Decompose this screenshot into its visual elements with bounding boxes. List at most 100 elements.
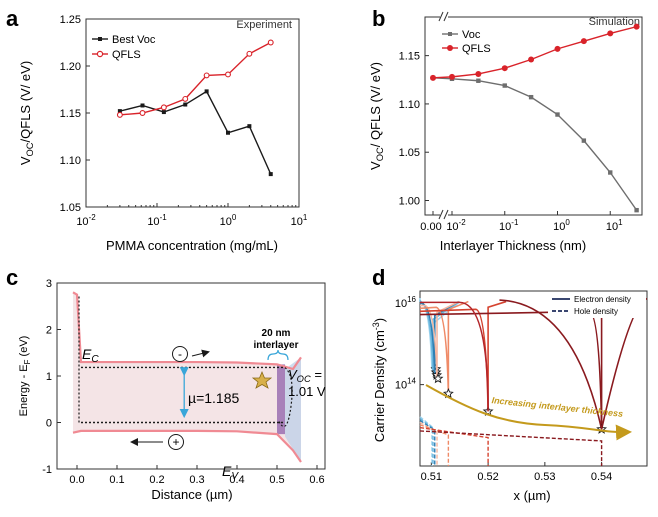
electron-sign: - (178, 347, 182, 361)
x-tick-b-label: 10-2 (446, 218, 466, 233)
conduction-band-edge (72, 291, 302, 371)
series-b-point (476, 78, 481, 83)
series-b-point (475, 70, 482, 77)
contact-region (285, 357, 301, 463)
axis-break-mark-top-2 (443, 11, 449, 22)
hole-sign: + (172, 435, 179, 449)
ec-label: EC (82, 346, 99, 365)
electron-symbol (172, 346, 188, 362)
panel-letter-b: b (372, 6, 385, 31)
series-b-point (449, 73, 455, 80)
hole-density-curve (419, 426, 489, 466)
series-a (116, 39, 274, 177)
trend-arrow (425, 384, 632, 441)
x-axis-label-b: Interlayer Thickness (nm) (440, 238, 586, 253)
legend-a: Best Voc QFLS (92, 34, 156, 61)
series-b-point (555, 112, 560, 117)
panel-letter-c: c (6, 265, 18, 290)
hole-density-curve (419, 424, 450, 466)
x-tick-b-label: 0.00 (420, 221, 441, 233)
x-tick-c-label: 0.5 (269, 474, 284, 486)
x-tick-c-label: 0.3 (189, 474, 204, 486)
series-b-point (634, 207, 639, 213)
series-a-point (204, 89, 209, 94)
series-a-point (246, 50, 253, 57)
y-tick-d-label: 1014 (395, 377, 417, 392)
density-curves (419, 297, 648, 466)
electron-density-right (487, 300, 507, 412)
panel-letter-a: a (6, 6, 19, 31)
hole-density-curve (419, 430, 603, 466)
ev-label: EV (222, 463, 239, 482)
y-tick-a-label: 1.05 (60, 202, 81, 214)
x-tick-c-label: 0.0 (69, 474, 84, 486)
voc-label: VOC = (288, 367, 322, 384)
y-tick-c-label: 1 (46, 371, 52, 383)
qfl-bend (278, 367, 293, 427)
series-b-point (501, 65, 508, 72)
axis-break-gap-bottom (440, 211, 448, 219)
series-a-line (119, 90, 272, 175)
interlayer-word-label: interlayer (253, 340, 298, 351)
x-tick-d-label: 0.54 (591, 471, 612, 483)
hole-symbol (168, 434, 184, 450)
y-tick-c-label: -1 (42, 464, 52, 476)
trend-annotation: Increasing interlayer thickness (491, 395, 623, 419)
band-diagram (72, 291, 302, 463)
hole-density-curve (419, 421, 438, 466)
legend-d-label-electron: Electron density (574, 295, 631, 304)
legend-b: Voc QFLS (442, 29, 491, 55)
y-tick-a-label: 1.15 (60, 108, 81, 120)
x-tick-b-label: 100 (553, 218, 570, 233)
series-b-point (607, 30, 614, 37)
panel-letter-d: d (372, 265, 385, 290)
plot-frame-b (424, 16, 643, 216)
series-a-point (160, 104, 167, 111)
legend-a-marker-qfls (96, 50, 104, 58)
y-ticks-d: 1014 1016 (395, 295, 424, 392)
x-tick-a-label: 10-2 (76, 213, 96, 228)
y-ticks-b: 1.00 1.05 1.10 1.15 (399, 51, 429, 208)
series-a-point (139, 110, 146, 116)
series-b (430, 23, 640, 213)
axis-break-b (438, 11, 449, 220)
panel-a: a Experiment PMMA concentration (mg/mL) … (6, 6, 308, 253)
band-diagram-labels: EC EV µ=1.185 20 nm interlayer VOC = 1.0… (82, 328, 326, 482)
series-b-point (580, 38, 587, 45)
x-tick-d-label: 0.53 (534, 471, 555, 483)
panel-c: c Distance (µm) Energy - EF (eV) -10123 … (6, 265, 326, 502)
x-ticks-b: 0.00 10-2 10-1 100 101 (420, 211, 623, 233)
series-a-point (226, 130, 230, 135)
x-tick-b-label: 101 (606, 218, 623, 233)
y-tick-c-label: 0 (46, 418, 52, 430)
y-ticks-c: -1 0 1 2 3 (42, 278, 61, 476)
axis-break-mark-bottom-1 (438, 209, 444, 220)
y-axis-label-c: Energy - EF (eV) (18, 336, 32, 417)
panel-d: d x (µm) Carrier Density (cm-3) 1014 1016… (371, 265, 648, 503)
y-tick-a-label: 1.10 (60, 155, 81, 167)
y-tick-c-label: 3 (46, 278, 52, 290)
series-b-point (554, 45, 561, 52)
y-tick-b-label: 1.10 (399, 99, 420, 111)
series-b-point (633, 23, 640, 30)
legend-d: Electron density Hole density (548, 292, 646, 318)
axis-break-mark-top-1 (438, 11, 444, 22)
y-tick-a-label: 1.20 (60, 61, 81, 73)
series-a-point (267, 39, 274, 46)
legend-a-label-qfls: QFLS (112, 49, 141, 61)
electron-density-curve-mid (420, 301, 489, 412)
legend-d-box (548, 292, 646, 318)
interlayer-region (277, 364, 285, 435)
series-a-point (117, 109, 122, 114)
interlayer-size-label: 20 nm (262, 328, 291, 339)
series-b-point (502, 83, 507, 88)
y-tick-b-label: 1.05 (399, 147, 420, 159)
electron-density-right (436, 300, 460, 379)
legend-b-label-voc: Voc (462, 29, 481, 41)
series-a-point (182, 95, 189, 102)
electron-density-right (447, 300, 469, 394)
series-b-point (528, 94, 534, 100)
x-ticks-c: 0.0 0.1 0.2 0.3 0.4 0.5 0.6 (69, 465, 325, 486)
y-tick-d-label: 1016 (395, 295, 417, 310)
